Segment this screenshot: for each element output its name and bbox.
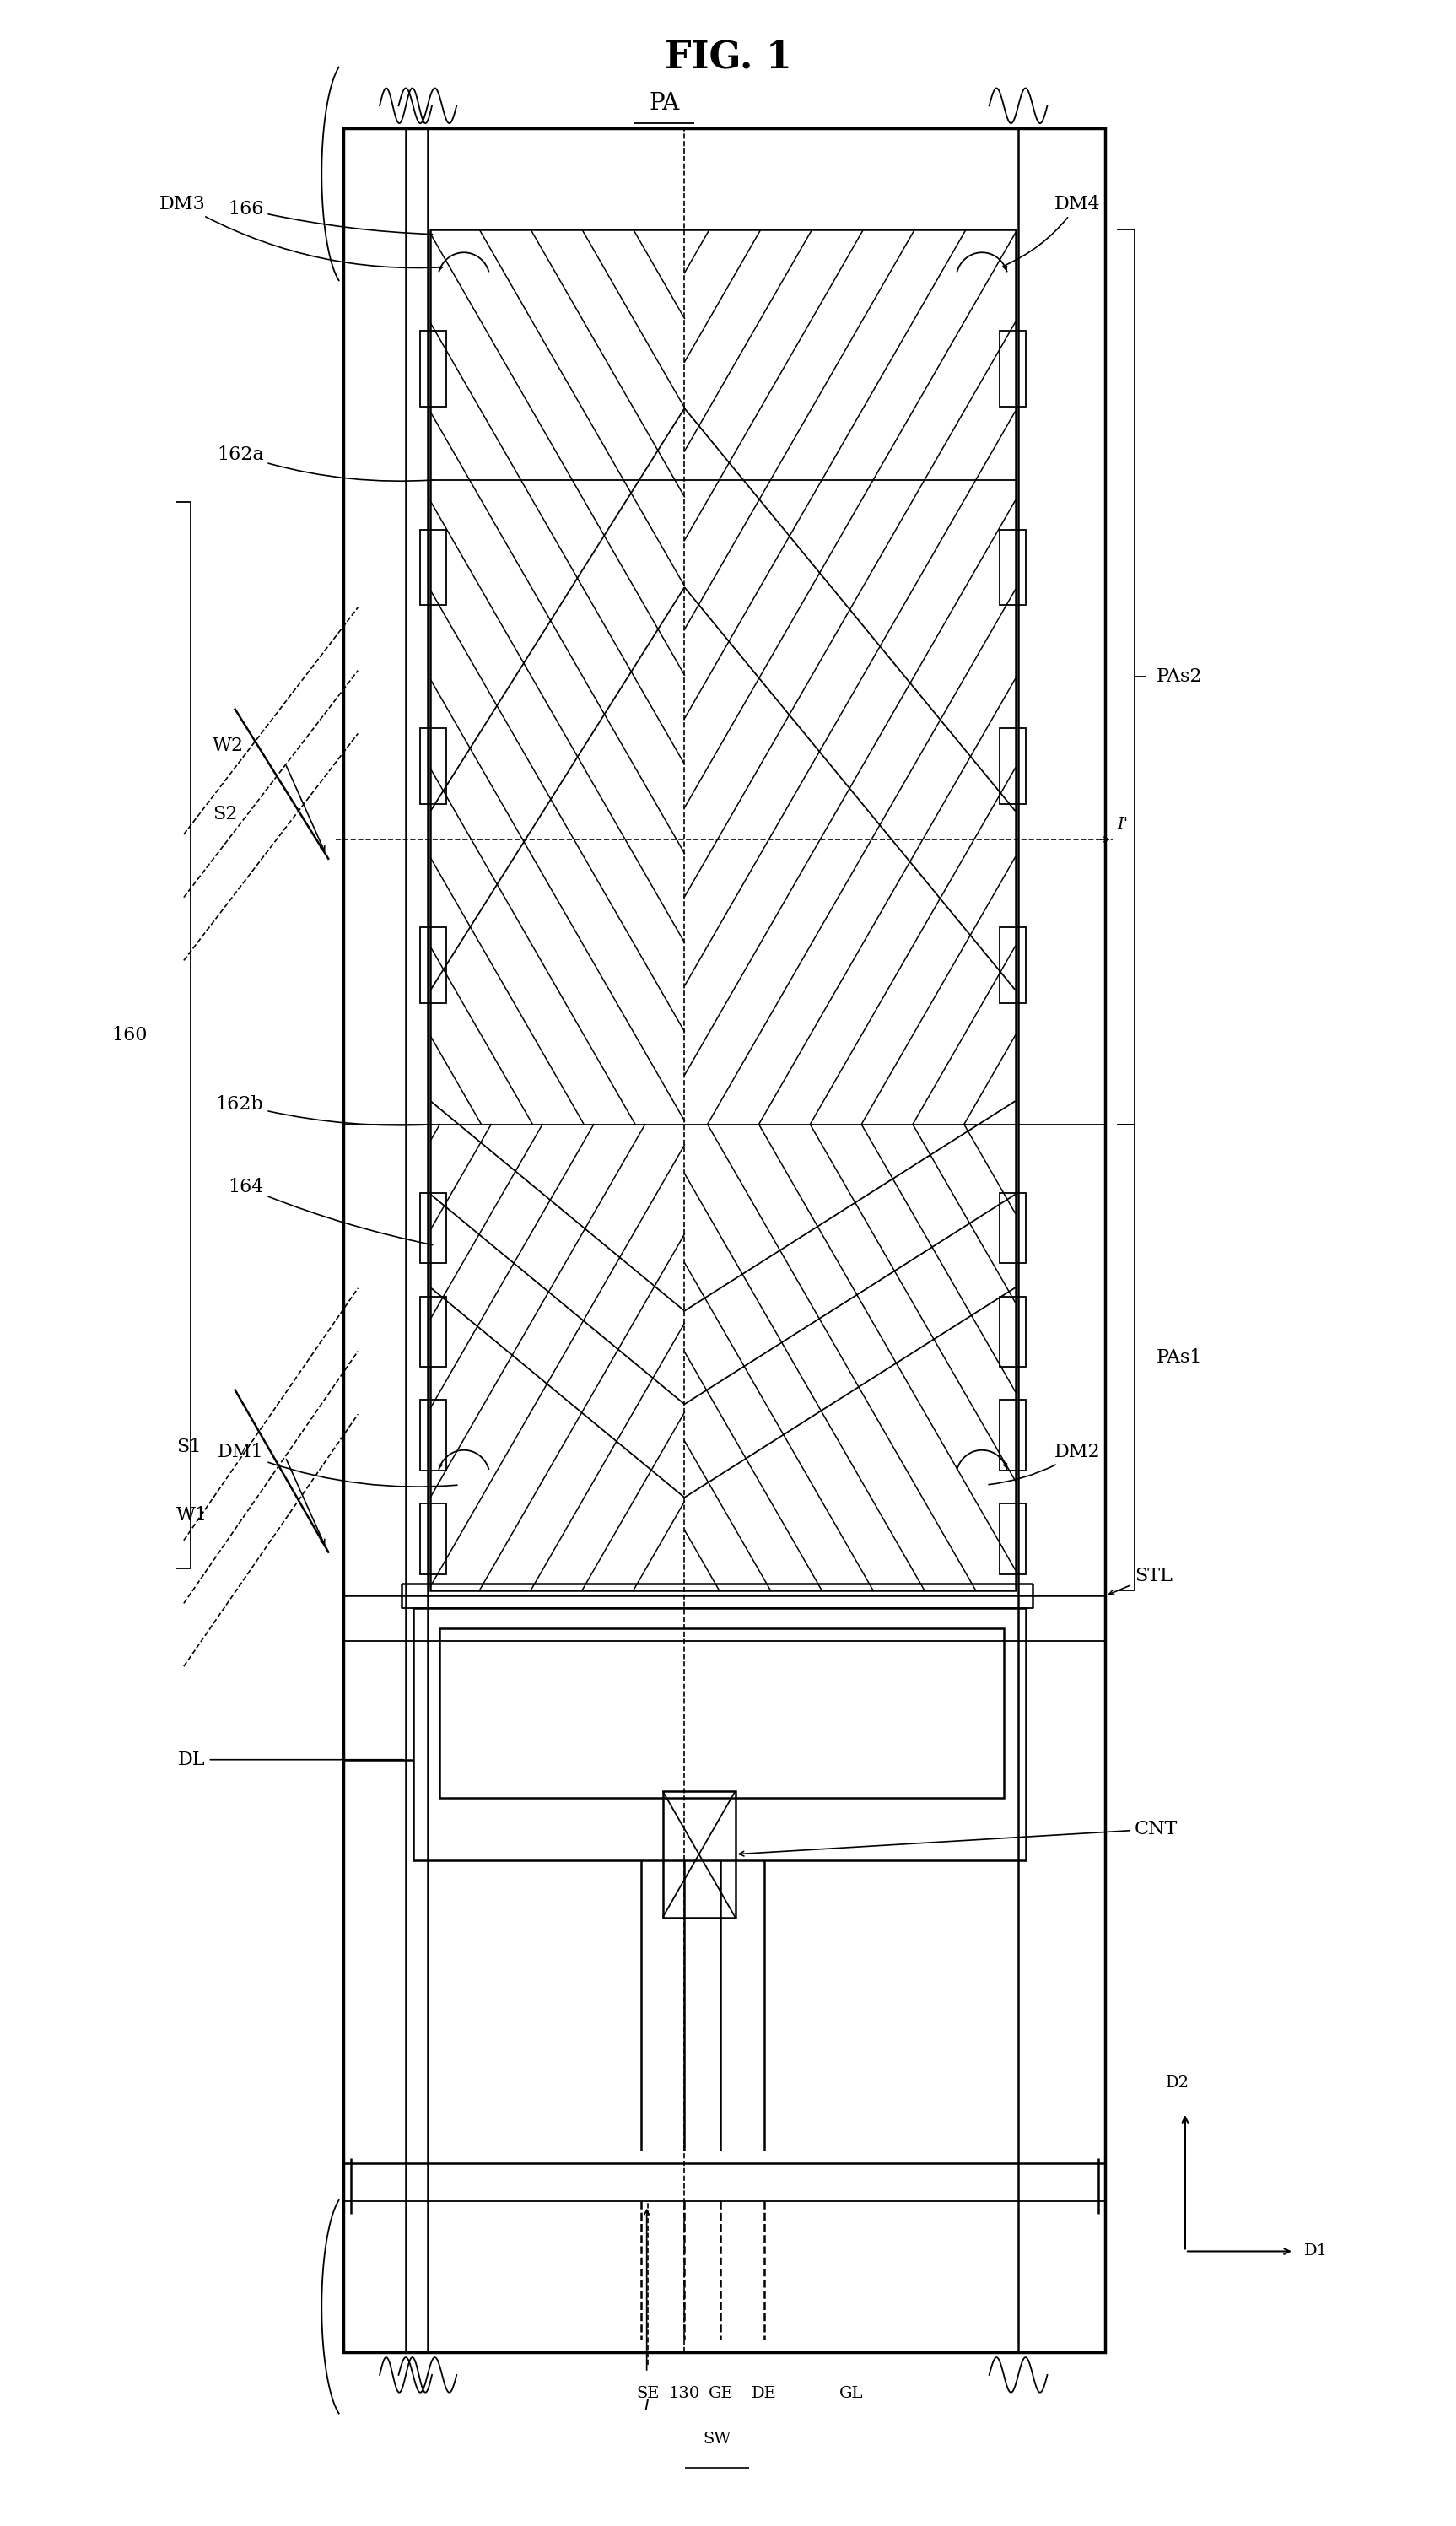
- Bar: [419, 1192, 446, 1263]
- Text: W2: W2: [213, 738, 245, 755]
- Text: DL: DL: [178, 1751, 403, 1768]
- Bar: [419, 927, 446, 1003]
- Text: I: I: [644, 2397, 649, 2412]
- Text: DM3: DM3: [159, 195, 443, 268]
- Bar: [1000, 530, 1026, 606]
- Bar: [1000, 1503, 1026, 1574]
- Bar: [419, 1296, 446, 1367]
- Text: S2: S2: [213, 806, 237, 823]
- Text: DM4: DM4: [1003, 195, 1101, 265]
- Bar: [419, 1399, 446, 1470]
- Text: SW: SW: [703, 2430, 731, 2445]
- Text: GL: GL: [839, 2385, 863, 2402]
- Text: W1: W1: [176, 1505, 208, 1523]
- Text: DE: DE: [751, 2385, 778, 2402]
- Text: 162a: 162a: [217, 445, 432, 480]
- Bar: [344, 129, 1105, 2352]
- Text: 130: 130: [668, 2385, 700, 2402]
- Text: FIG. 1: FIG. 1: [664, 40, 792, 76]
- Bar: [1000, 1399, 1026, 1470]
- Text: 160: 160: [112, 1026, 147, 1046]
- Text: 164: 164: [227, 1177, 432, 1245]
- Text: CNT: CNT: [740, 1819, 1178, 1857]
- Bar: [414, 1609, 1025, 1862]
- Bar: [1000, 727, 1026, 803]
- Text: 166: 166: [227, 200, 432, 235]
- Bar: [419, 331, 446, 407]
- Bar: [419, 727, 446, 803]
- Text: PA: PA: [649, 91, 680, 114]
- Bar: [419, 530, 446, 606]
- Text: STL: STL: [1109, 1566, 1172, 1594]
- Text: 162b: 162b: [215, 1094, 432, 1124]
- Text: PAs1: PAs1: [1156, 1349, 1203, 1367]
- Text: DM1: DM1: [217, 1442, 457, 1488]
- Bar: [431, 230, 1015, 1591]
- Text: PAs2: PAs2: [1156, 667, 1203, 687]
- Text: D1: D1: [1305, 2243, 1328, 2258]
- Bar: [1000, 927, 1026, 1003]
- Bar: [1000, 331, 1026, 407]
- Text: DM2: DM2: [989, 1442, 1101, 1485]
- Bar: [1000, 1296, 1026, 1367]
- Bar: [440, 1629, 1003, 1799]
- Text: I': I': [1117, 816, 1128, 831]
- Bar: [419, 1503, 446, 1574]
- Bar: [662, 1791, 735, 1917]
- Text: D2: D2: [1166, 2076, 1190, 2092]
- Text: S1: S1: [176, 1437, 201, 1458]
- Text: GE: GE: [708, 2385, 734, 2402]
- Text: SE: SE: [636, 2385, 660, 2402]
- Bar: [1000, 1192, 1026, 1263]
